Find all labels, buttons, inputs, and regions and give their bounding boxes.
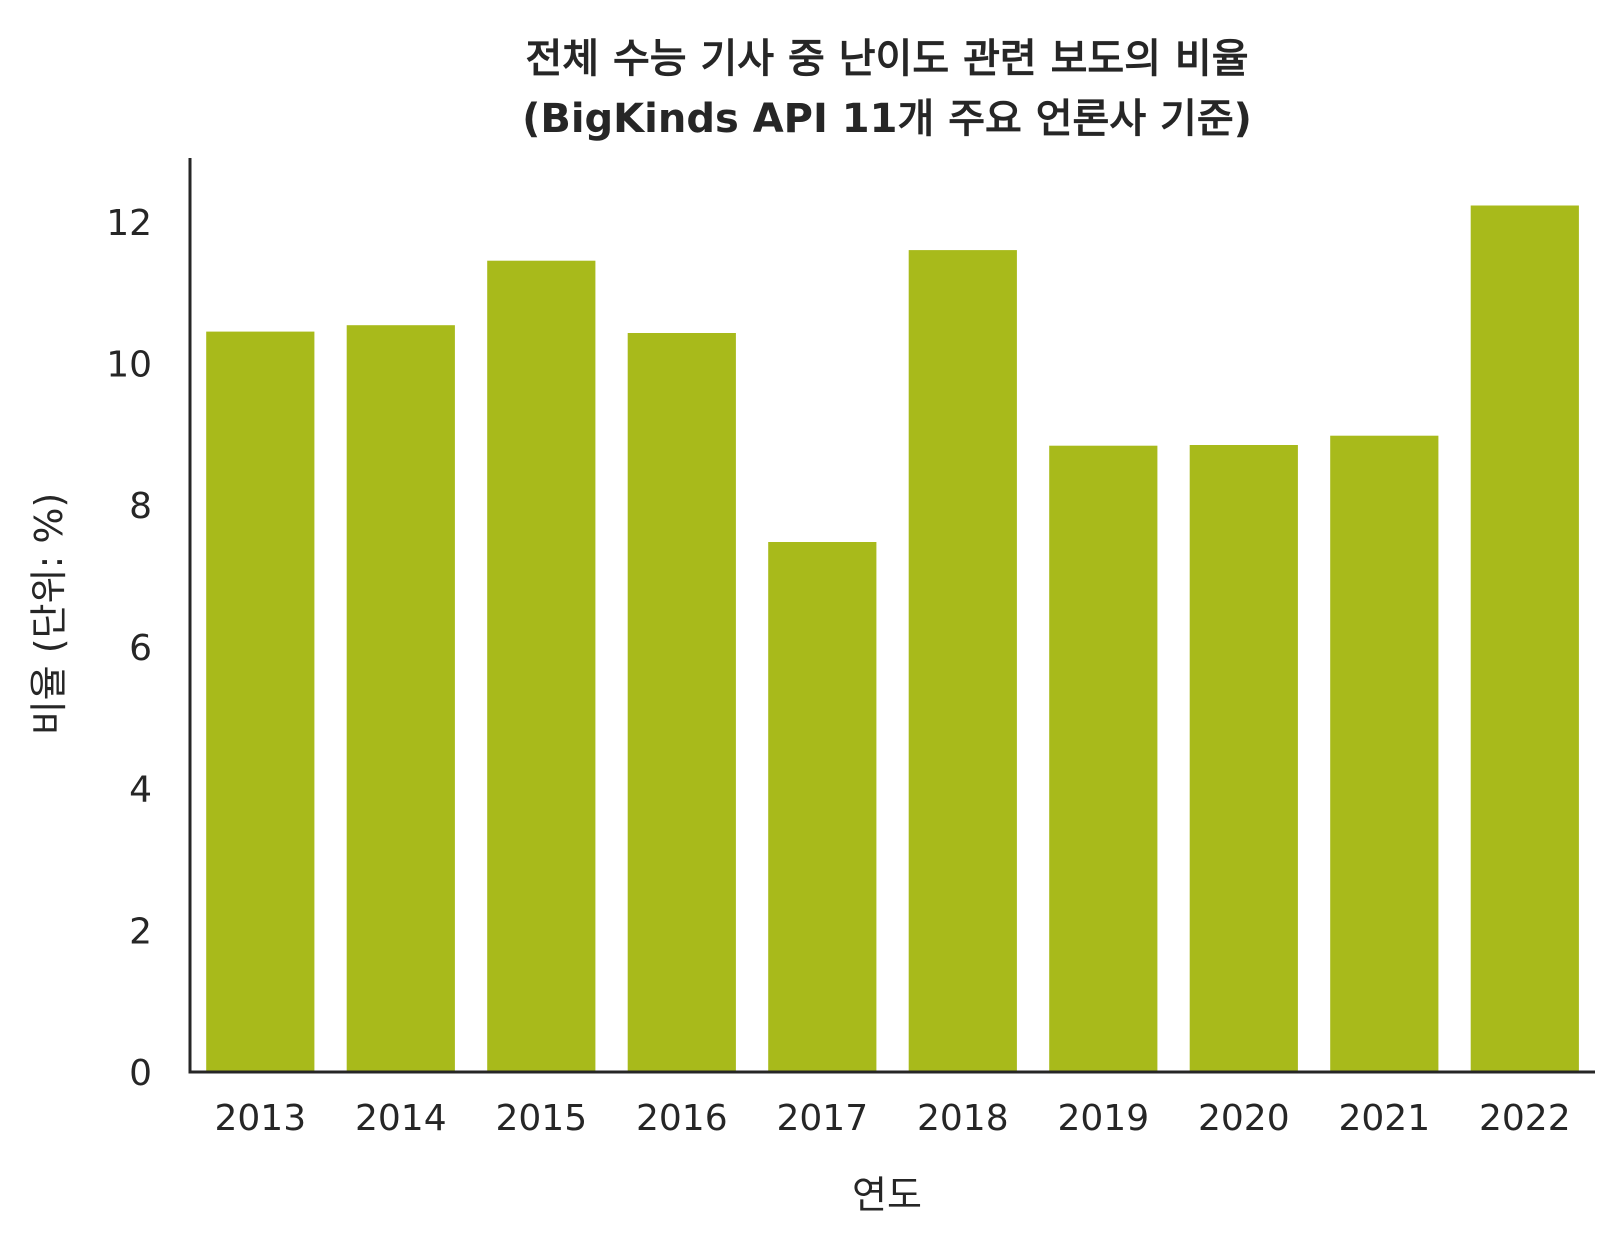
y-tick-label: 4 <box>129 770 152 811</box>
chart-title-line1: 전체 수능 기사 중 난이도 관련 보도의 비율 <box>525 36 1248 82</box>
bar-2013 <box>206 331 315 1073</box>
bar-2016 <box>627 333 736 1072</box>
y-tick-label: 10 <box>106 345 152 386</box>
y-tick-label: 6 <box>129 628 152 669</box>
x-tick-label: 2015 <box>495 1098 587 1139</box>
x-tick-label: 2018 <box>917 1098 1009 1139</box>
y-tick-label: 12 <box>106 203 152 244</box>
x-tick-label: 2020 <box>1198 1098 1290 1139</box>
y-tick-label: 2 <box>129 911 152 952</box>
x-tick-label: 2016 <box>636 1098 728 1139</box>
x-tick-label: 2021 <box>1338 1098 1430 1139</box>
y-tick-label: 8 <box>129 486 152 527</box>
x-tick-label: 2022 <box>1479 1098 1571 1139</box>
x-tick-labels: 2013 2014 2015 2016 2017 2018 2019 2020 2021 2022 <box>214 1098 1570 1139</box>
bar-2018 <box>908 250 1017 1073</box>
bar-2014 <box>346 325 455 1072</box>
x-tick-label: 2013 <box>214 1098 306 1139</box>
y-tick-labels: 0 2 4 6 8 10 12 <box>106 203 152 1094</box>
y-axis-label: 비율 (단위: %) <box>27 493 71 736</box>
bar-2022 <box>1470 205 1579 1072</box>
x-tick-label: 2019 <box>1057 1098 1149 1139</box>
x-axis-label: 연도 <box>852 1173 922 1217</box>
bar-2019 <box>1049 445 1158 1072</box>
bar-2015 <box>487 260 596 1072</box>
bars-group <box>206 205 1579 1073</box>
x-tick-label: 2017 <box>776 1098 868 1139</box>
bar-2017 <box>768 542 877 1072</box>
y-tick-label: 0 <box>129 1053 152 1094</box>
bar-2021 <box>1330 435 1439 1072</box>
bar-2020 <box>1189 445 1298 1072</box>
chart-title-line2: (BigKinds API 11개 주요 언론사 기준) <box>522 96 1252 142</box>
x-tick-label: 2014 <box>355 1098 447 1139</box>
